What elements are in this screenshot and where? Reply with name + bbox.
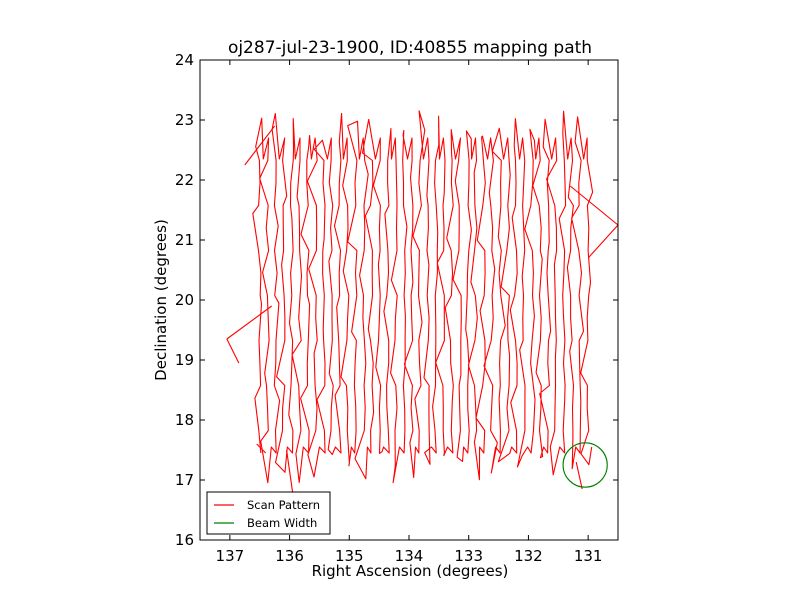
scan-excursion-segment	[569, 185, 619, 226]
scan-excursion-segment	[575, 461, 583, 490]
legend-scan-pattern-label: Scan Pattern	[247, 498, 320, 512]
scan-excursion-segment	[226, 305, 272, 340]
scan-excursion-segment	[286, 449, 294, 493]
x-tick-label: 135	[335, 547, 364, 565]
scan-excursion-segment	[244, 125, 276, 166]
y-tick-label: 21	[175, 231, 194, 249]
y-tick-label: 18	[175, 411, 194, 429]
scan-pattern-series	[226, 110, 619, 493]
scan-excursion-segment	[226, 338, 240, 364]
legend: Scan Pattern Beam Width	[206, 491, 331, 535]
x-tick-label: 131	[574, 547, 603, 565]
x-tick-label: 136	[275, 547, 304, 565]
x-axis-title: Right Ascension (degrees)	[312, 562, 509, 580]
y-tick-label: 19	[175, 351, 194, 369]
y-axis: 16 17 18 19 20 21 22 23 24	[175, 51, 618, 549]
beam-width-series	[562, 442, 608, 488]
beam-width-circle	[562, 442, 608, 488]
scan-excursion-segment	[256, 443, 267, 454]
x-axis: 137 136 135 134 133 132 131	[216, 60, 603, 565]
y-tick-label: 20	[175, 291, 194, 309]
y-tick-label: 16	[175, 531, 194, 549]
chart-title: oj287-jul-23-1900, ID:40855 mapping path	[228, 38, 592, 58]
x-tick-label: 132	[514, 547, 543, 565]
y-tick-label: 22	[175, 171, 194, 189]
y-tick-label: 23	[175, 111, 194, 129]
scan-excursion-segment	[587, 224, 619, 259]
x-tick-label: 133	[454, 547, 483, 565]
y-tick-label: 17	[175, 471, 194, 489]
plot-area	[199, 59, 619, 541]
y-axis-title: Declination (degrees)	[152, 219, 170, 381]
legend-beam-width-label: Beam Width	[247, 516, 317, 530]
x-tick-label: 134	[395, 547, 424, 565]
scan-pattern-line	[252, 110, 594, 484]
legend-box	[206, 491, 331, 535]
y-tick-label: 24	[175, 51, 194, 69]
x-tick-label: 137	[216, 547, 245, 565]
